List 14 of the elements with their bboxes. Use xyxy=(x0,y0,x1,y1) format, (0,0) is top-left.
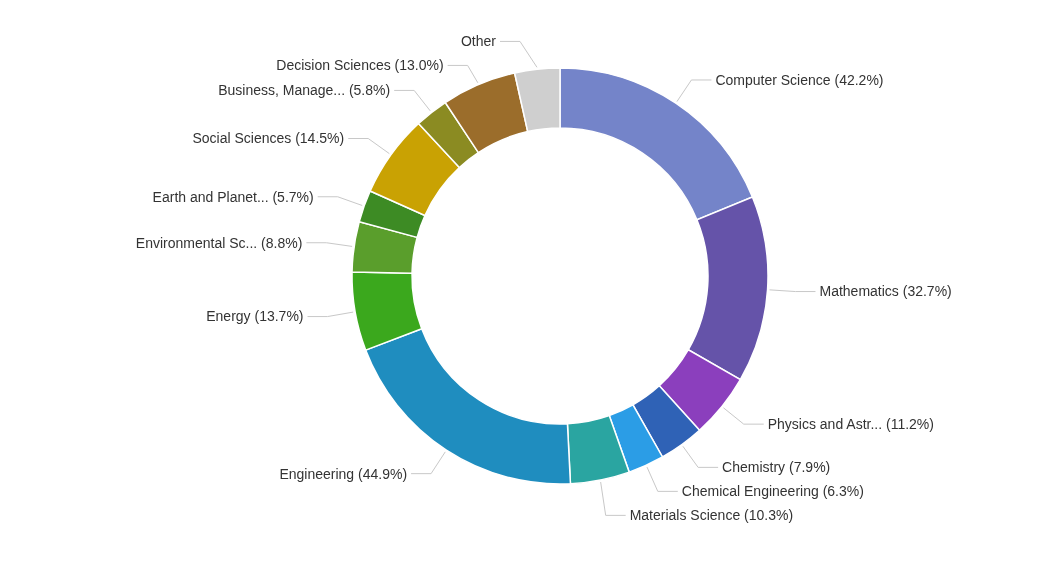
slice-label: Earth and Planet... (5.7%) xyxy=(152,188,314,205)
slice-label: Other xyxy=(460,33,497,50)
slice-label: Business, Manage... (5.8%) xyxy=(218,82,391,99)
slice-label: Engineering (44.9%) xyxy=(279,465,408,482)
slice-label: Chemistry (7.9%) xyxy=(722,459,831,476)
slice-label: Decision Sciences (13.0%) xyxy=(276,57,444,74)
slice-label: Computer Science (42.2%) xyxy=(715,71,884,88)
slice-label: Energy (13.7%) xyxy=(206,308,304,325)
slice-label: Materials Science (10.3%) xyxy=(629,507,794,524)
slice-label: Environmental Sc... (8.8%) xyxy=(135,234,303,251)
slice-label: Social Sciences (14.5%) xyxy=(192,130,345,147)
slice-label: Chemical Engineering (6.3%) xyxy=(681,483,864,500)
slice-label: Mathematics (32.7%) xyxy=(819,283,952,300)
slice-label: Physics and Astr... (11.2%) xyxy=(767,416,934,433)
